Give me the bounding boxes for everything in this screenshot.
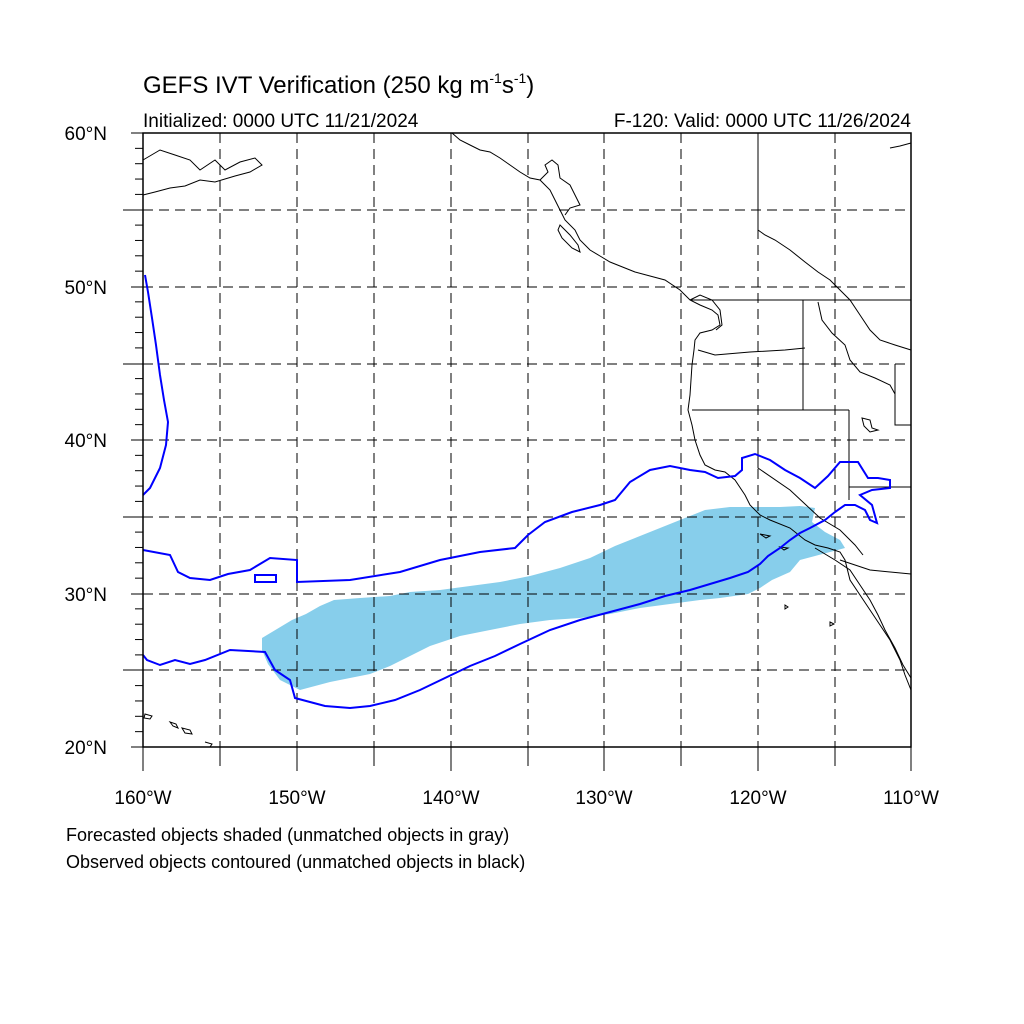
lat-label-50n: 50°N bbox=[64, 278, 107, 299]
lat-label-20n: 20°N bbox=[64, 738, 107, 759]
lon-label-110w: 110°W bbox=[883, 788, 939, 809]
observed-note: Observed objects contoured (unmatched ob… bbox=[66, 852, 526, 872]
forecast-note: Forecasted objects shaded (unmatched obj… bbox=[66, 825, 510, 845]
lon-label-150w: 150°W bbox=[268, 788, 326, 809]
coastlines bbox=[142, 132, 912, 748]
lon-label-120w: 120°W bbox=[729, 788, 787, 809]
axis-ticks bbox=[123, 132, 912, 771]
lon-label-140w: 140°W bbox=[422, 788, 480, 809]
observed-ivt-contour bbox=[142, 274, 891, 710]
lon-label-130w: 130°W bbox=[575, 788, 633, 809]
forecast-ivt-object bbox=[262, 506, 845, 690]
lat-label-40n: 40°N bbox=[64, 431, 107, 452]
minor-ticks bbox=[135, 147, 143, 733]
lon-label-160w: 160°W bbox=[114, 788, 172, 809]
valid-time-label: F-120: Valid: 0000 UTC 11/26/2024 bbox=[613, 111, 911, 132]
init-time-label: Initialized: 0000 UTC 11/21/2024 bbox=[143, 111, 419, 132]
graticule bbox=[143, 133, 911, 747]
plot-title: GEFS IVT Verification (250 kg m-1s-1) bbox=[143, 70, 535, 99]
lat-label-60n: 60°N bbox=[64, 124, 107, 145]
lat-label-30n: 30°N bbox=[64, 585, 107, 606]
